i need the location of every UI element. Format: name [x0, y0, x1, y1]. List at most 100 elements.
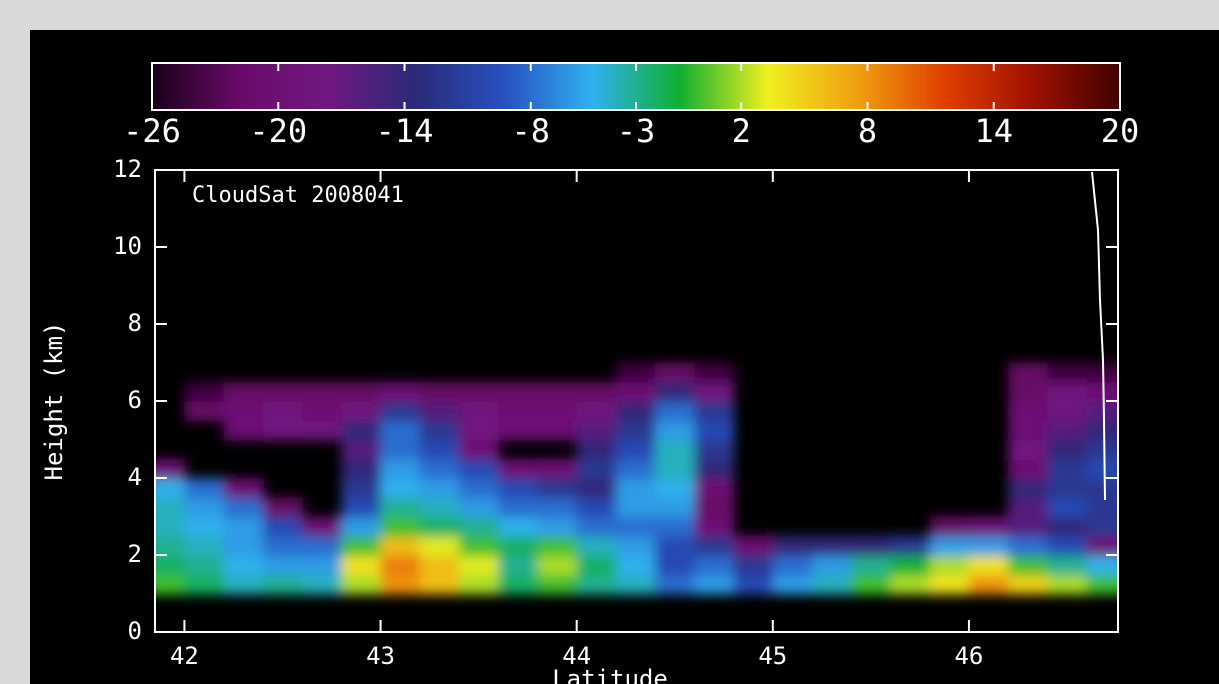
heatmap-cell [694, 574, 734, 594]
heatmap-cell [381, 574, 421, 594]
colorbar-tick-label: -20 [249, 112, 307, 150]
heatmap-cell [498, 574, 538, 594]
heatmap-cell [969, 517, 1009, 537]
heatmap-cell [694, 420, 734, 440]
heatmap-cell [930, 555, 970, 575]
heatmap-cell [381, 536, 421, 556]
heatmap-cell [1047, 382, 1087, 402]
heatmap-cell [1008, 420, 1048, 440]
heatmap-cell [655, 574, 695, 594]
heatmap-cell [498, 497, 538, 517]
heatmap-cell [184, 382, 224, 402]
heatmap-cell [734, 555, 774, 575]
heatmap-cell [655, 459, 695, 479]
heatmap-cell [734, 536, 774, 556]
heatmap-cell [381, 440, 421, 460]
heatmap-cell [302, 382, 342, 402]
heatmap-cell [459, 497, 499, 517]
heatmap-cell [224, 536, 264, 556]
heatmap-cell [263, 517, 303, 537]
heatmap-cell [537, 497, 577, 517]
heatmap-cell [498, 536, 538, 556]
heatmap-cell [1047, 363, 1087, 383]
heatmap-cell [224, 401, 264, 421]
heatmap-cell [302, 536, 342, 556]
annotation: CloudSat 2008041 [192, 183, 404, 208]
colorbar-tick-label: -8 [512, 112, 551, 150]
chart: Latitude Height (km) -26-20-14-8-3281420… [0, 0, 1219, 684]
heatmap-cell [224, 497, 264, 517]
colorbar-tick-label: -26 [123, 112, 181, 150]
heatmap-cell [537, 536, 577, 556]
heatmap-cell [1008, 536, 1048, 556]
x-tick-label: 45 [758, 642, 787, 670]
heatmap-cell [616, 497, 656, 517]
heatmap-cell [1008, 382, 1048, 402]
heatmap-cell [498, 401, 538, 421]
heatmap-cell [341, 459, 381, 479]
heatmap-cell [694, 382, 734, 402]
heatmap-cell [577, 382, 617, 402]
heatmap-cell [263, 536, 303, 556]
heatmap-cell [616, 536, 656, 556]
heatmap-cell [420, 497, 460, 517]
heatmap-cell [381, 478, 421, 498]
heatmap-cell [498, 517, 538, 537]
heatmap-cell [263, 555, 303, 575]
x-tick-label: 44 [562, 642, 591, 670]
heatmap-cell [812, 574, 852, 594]
heatmap-cell [577, 420, 617, 440]
heatmap-cell [577, 497, 617, 517]
heatmap-cell [577, 440, 617, 460]
heatmap-cell [1047, 420, 1087, 440]
heatmap-cell [1008, 401, 1048, 421]
heatmap-cell [537, 401, 577, 421]
heatmap-cell [341, 382, 381, 402]
heatmap-cell [498, 420, 538, 440]
heatmap-cell [1047, 555, 1087, 575]
heatmap-cell [577, 401, 617, 421]
heatmap-cell [537, 555, 577, 575]
heatmap-cell [459, 420, 499, 440]
heatmap-cell [224, 555, 264, 575]
y-axis-label: Height (km) [40, 322, 68, 481]
heatmap-cell [616, 555, 656, 575]
heatmap-cell [420, 555, 460, 575]
heatmap-cell [184, 555, 224, 575]
heatmap-cell [1047, 517, 1087, 537]
heatmap-cell [459, 401, 499, 421]
heatmap-cell [577, 536, 617, 556]
y-tick-label: 2 [128, 540, 142, 568]
heatmap-cell [616, 382, 656, 402]
heatmap-cell [694, 459, 734, 479]
y-tick-label: 0 [128, 617, 142, 645]
heatmap-cell [577, 517, 617, 537]
heatmap-cell [498, 555, 538, 575]
heatmap-cell [1008, 459, 1048, 479]
heatmap-cell [184, 574, 224, 594]
heatmap-cell [341, 517, 381, 537]
colorbar-tick-label: 8 [858, 112, 877, 150]
heatmap-cell [1008, 363, 1048, 383]
colorbar-tick-label: -3 [617, 112, 656, 150]
heatmap-cell [263, 420, 303, 440]
heatmap-cell [341, 555, 381, 575]
heatmap-cell [851, 574, 891, 594]
heatmap-cell [302, 517, 342, 537]
heatmap-cell [224, 517, 264, 537]
heatmap-cell [224, 574, 264, 594]
heatmap-cell [812, 555, 852, 575]
heatmap-cell [655, 401, 695, 421]
colorbar-tick-label: 14 [974, 112, 1013, 150]
heatmap-cell [616, 440, 656, 460]
heatmap-cell [184, 517, 224, 537]
heatmap-cell [734, 574, 774, 594]
heatmap-cell [890, 555, 930, 575]
heatmap-cell [694, 555, 734, 575]
heatmap-cell [1008, 478, 1048, 498]
heatmap-cell [655, 497, 695, 517]
heatmap-cell [655, 420, 695, 440]
heatmap-cell [381, 497, 421, 517]
heatmap-cell [459, 517, 499, 537]
x-tick-label: 42 [170, 642, 199, 670]
